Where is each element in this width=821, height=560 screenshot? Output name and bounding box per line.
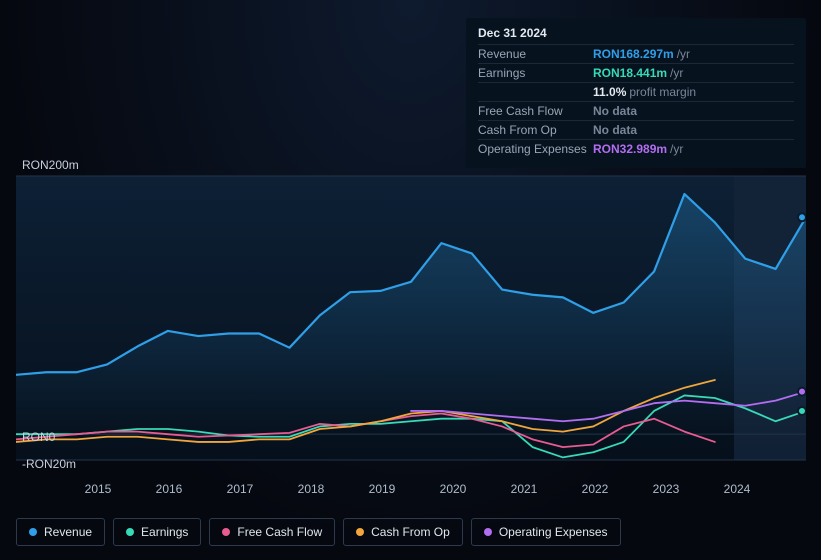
y-axis-label: RON0 — [22, 430, 55, 444]
series-end-marker-icon — [798, 407, 806, 415]
tooltip-row: Operating ExpensesRON32.989m/yr — [478, 139, 794, 158]
tooltip-row-label: Free Cash Flow — [478, 104, 593, 118]
tooltip-row-value: RON168.297m/yr — [593, 47, 690, 61]
x-axis-label: 2016 — [156, 482, 183, 496]
x-axis-label: 2019 — [369, 482, 396, 496]
legend-item[interactable]: Cash From Op — [343, 518, 463, 546]
legend-label: Cash From Op — [371, 525, 450, 539]
legend-item[interactable]: Free Cash Flow — [209, 518, 335, 546]
tooltip-row-label — [478, 85, 593, 99]
legend-item[interactable]: Earnings — [113, 518, 201, 546]
tooltip-row: EarningsRON18.441m/yr — [478, 63, 794, 82]
legend-dot-icon — [222, 528, 230, 536]
x-axis-label: 2024 — [724, 482, 751, 496]
x-axis-label: 2018 — [298, 482, 325, 496]
tooltip-date: Dec 31 2024 — [478, 26, 794, 44]
tooltip-row-value: 11.0%profit margin — [593, 85, 696, 99]
legend-label: Earnings — [141, 525, 188, 539]
legend-dot-icon — [356, 528, 364, 536]
tooltip-row-label: Earnings — [478, 66, 593, 80]
tooltip-row-label: Cash From Op — [478, 123, 593, 137]
tooltip-row-label: Revenue — [478, 47, 593, 61]
legend-dot-icon — [126, 528, 134, 536]
tooltip-card: Dec 31 2024 RevenueRON168.297m/yrEarning… — [466, 18, 806, 168]
legend-item[interactable]: Revenue — [16, 518, 105, 546]
line-chart[interactable] — [16, 158, 806, 478]
series-end-marker-icon — [798, 213, 806, 221]
y-axis-label: -RON20m — [22, 457, 76, 471]
tooltip-row-label: Operating Expenses — [478, 142, 593, 156]
x-axis-label: 2015 — [85, 482, 112, 496]
legend-label: Revenue — [44, 525, 92, 539]
y-axis-label: RON200m — [22, 158, 79, 172]
legend-label: Free Cash Flow — [237, 525, 322, 539]
chart-area: RON200mRON0-RON20m 201520162017201820192… — [16, 158, 806, 498]
x-axis-labels: 2015 2016 2017 2018 2019 2020 2021 2022 2023 2024 — [16, 478, 806, 498]
legend: Revenue Earnings Free Cash Flow Cash From O… — [16, 518, 621, 546]
tooltip-row: Free Cash FlowNo data — [478, 101, 794, 120]
x-axis-label: 2017 — [227, 482, 254, 496]
legend-dot-icon — [29, 528, 37, 536]
series-end-marker-icon — [798, 388, 806, 396]
tooltip-row: Cash From OpNo data — [478, 120, 794, 139]
legend-dot-icon — [484, 528, 492, 536]
x-axis-label: 2020 — [440, 482, 467, 496]
x-axis-label: 2021 — [511, 482, 538, 496]
tooltip-row-value: No data — [593, 104, 640, 118]
tooltip-row: 11.0%profit margin — [478, 82, 794, 101]
tooltip-row-value: RON18.441m/yr — [593, 66, 683, 80]
x-axis-label: 2022 — [582, 482, 609, 496]
legend-item[interactable]: Operating Expenses — [471, 518, 621, 546]
tooltip-row-value: No data — [593, 123, 640, 137]
tooltip-row: RevenueRON168.297m/yr — [478, 44, 794, 63]
tooltip-row-value: RON32.989m/yr — [593, 142, 683, 156]
legend-label: Operating Expenses — [499, 525, 608, 539]
x-axis-label: 2023 — [653, 482, 680, 496]
